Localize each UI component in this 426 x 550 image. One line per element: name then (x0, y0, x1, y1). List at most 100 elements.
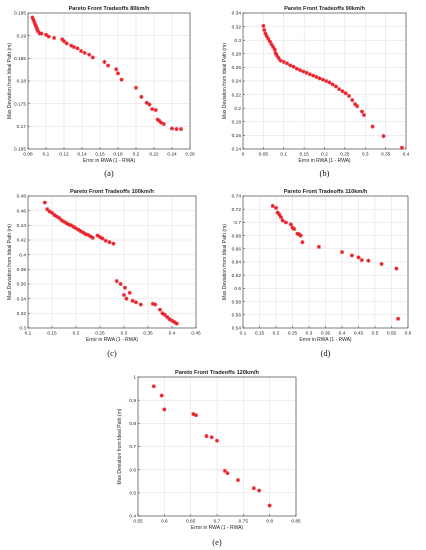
data-point (64, 41, 69, 46)
data-point (317, 76, 322, 81)
x-tick-label: 0.12 (59, 152, 69, 158)
x-tick-label: 0.1 (240, 331, 247, 337)
y-axis-label: Max Deviation from Ideal Path (m) (7, 43, 13, 119)
data-point (366, 258, 371, 263)
data-point (261, 23, 266, 29)
chart-panel-1: 0.08 0.1 0.12 0.14 0.16 0.18 0.2 0.22 0.24 0.26 0.… (7, 6, 195, 178)
x-tick-label: 0.25 (288, 331, 298, 337)
data-point (147, 102, 152, 107)
data-point (45, 207, 50, 212)
y-tick-label: 0.32 (17, 311, 27, 317)
data-point (95, 233, 100, 238)
x-tick-label: 0.1 (25, 331, 32, 337)
x-tick-label: 0.6 (405, 331, 412, 337)
data-point (271, 44, 276, 50)
data-point (71, 224, 76, 229)
data-point (294, 66, 299, 71)
y-tick-label: 0.7 (129, 444, 136, 450)
data-point (337, 87, 342, 92)
data-point (169, 126, 175, 131)
x-tick-label: 0.75 (239, 519, 249, 525)
x-tick-label: 0.2 (133, 152, 140, 158)
data-point (291, 64, 296, 69)
data-point (262, 27, 267, 33)
data-point (150, 106, 155, 112)
y-tick-label: 0.14 (232, 147, 242, 153)
y-tick-label: 0.2 (234, 106, 241, 112)
data-point (278, 58, 283, 63)
x-tick-label: 0.8 (266, 519, 273, 525)
data-point (90, 55, 95, 60)
data-point (314, 74, 319, 80)
data-point (124, 296, 129, 301)
data-point (288, 63, 293, 68)
data-point (73, 226, 79, 231)
y-tick-label: 0.48 (17, 194, 27, 200)
x-tick-label: 0.2 (73, 331, 80, 337)
y-tick-label: 0.8 (129, 421, 136, 427)
data-point (352, 101, 358, 107)
data-point (273, 50, 278, 56)
data-point (256, 488, 262, 493)
axes-frame (27, 12, 191, 150)
data-point (269, 42, 274, 47)
data-point (71, 44, 77, 50)
x-tick-label: 0.85 (291, 519, 301, 525)
y-tick-label: 0.38 (17, 267, 27, 273)
y-tick-label: 0.26 (232, 65, 242, 71)
data-point (54, 214, 59, 219)
y-tick-label: 0.195 (14, 11, 26, 17)
data-point (138, 302, 143, 307)
data-point (346, 93, 352, 99)
data-point (266, 36, 271, 41)
panel-caption: (c) (107, 348, 117, 358)
chart-title: Pareto Front Tradeoffs 100km/h (70, 189, 155, 195)
x-axis-label: Error in RWA (1 - RWA) (298, 158, 351, 164)
data-point (78, 229, 83, 234)
data-point (379, 261, 384, 267)
data-point (87, 52, 92, 57)
panel-caption: (d) (321, 348, 331, 358)
data-point (133, 300, 139, 305)
data-point (102, 59, 107, 65)
chart-title: Pareto Front Tradeoffs 80km/h (69, 6, 150, 12)
y-tick-label: 0.42 (17, 238, 27, 244)
y-tick-label: 0.175 (14, 101, 26, 107)
data-point (222, 468, 228, 473)
y-tick-label: 0.44 (17, 223, 27, 229)
data-point (395, 316, 401, 321)
data-point (42, 200, 47, 205)
data-point (281, 59, 286, 65)
data-point (316, 244, 322, 249)
y-tick-label: 0.74 (232, 194, 242, 200)
data-point (34, 26, 40, 32)
axes-frame (137, 376, 297, 517)
data-point (274, 53, 279, 58)
data-point (310, 73, 316, 78)
x-tick-label: 0.25 (95, 331, 105, 337)
data-point (381, 133, 386, 139)
y-tick-label: 0.9 (129, 398, 136, 404)
data-point (47, 209, 52, 214)
data-point (159, 393, 164, 398)
data-point (280, 218, 285, 223)
data-point (191, 411, 196, 417)
y-tick-label: 0.24 (232, 79, 242, 85)
data-point (103, 238, 108, 243)
data-point (292, 226, 297, 232)
data-point (178, 126, 184, 132)
data-point (278, 214, 284, 220)
x-tick-label: 0.14 (77, 152, 87, 158)
x-tick-label: 0.4 (403, 152, 410, 158)
data-point (359, 109, 365, 114)
data-point (157, 118, 162, 124)
panel-caption: (e) (212, 537, 222, 547)
x-tick-label: 0.24 (167, 152, 177, 158)
data-point (133, 85, 139, 90)
axes-frame (242, 195, 409, 329)
data-point (46, 34, 51, 39)
x-tick-label: 0.3 (121, 331, 128, 337)
data-point (267, 39, 273, 44)
data-point (32, 19, 37, 25)
y-axis-label: Max Deviation from Ideal Path (m) (222, 224, 228, 300)
